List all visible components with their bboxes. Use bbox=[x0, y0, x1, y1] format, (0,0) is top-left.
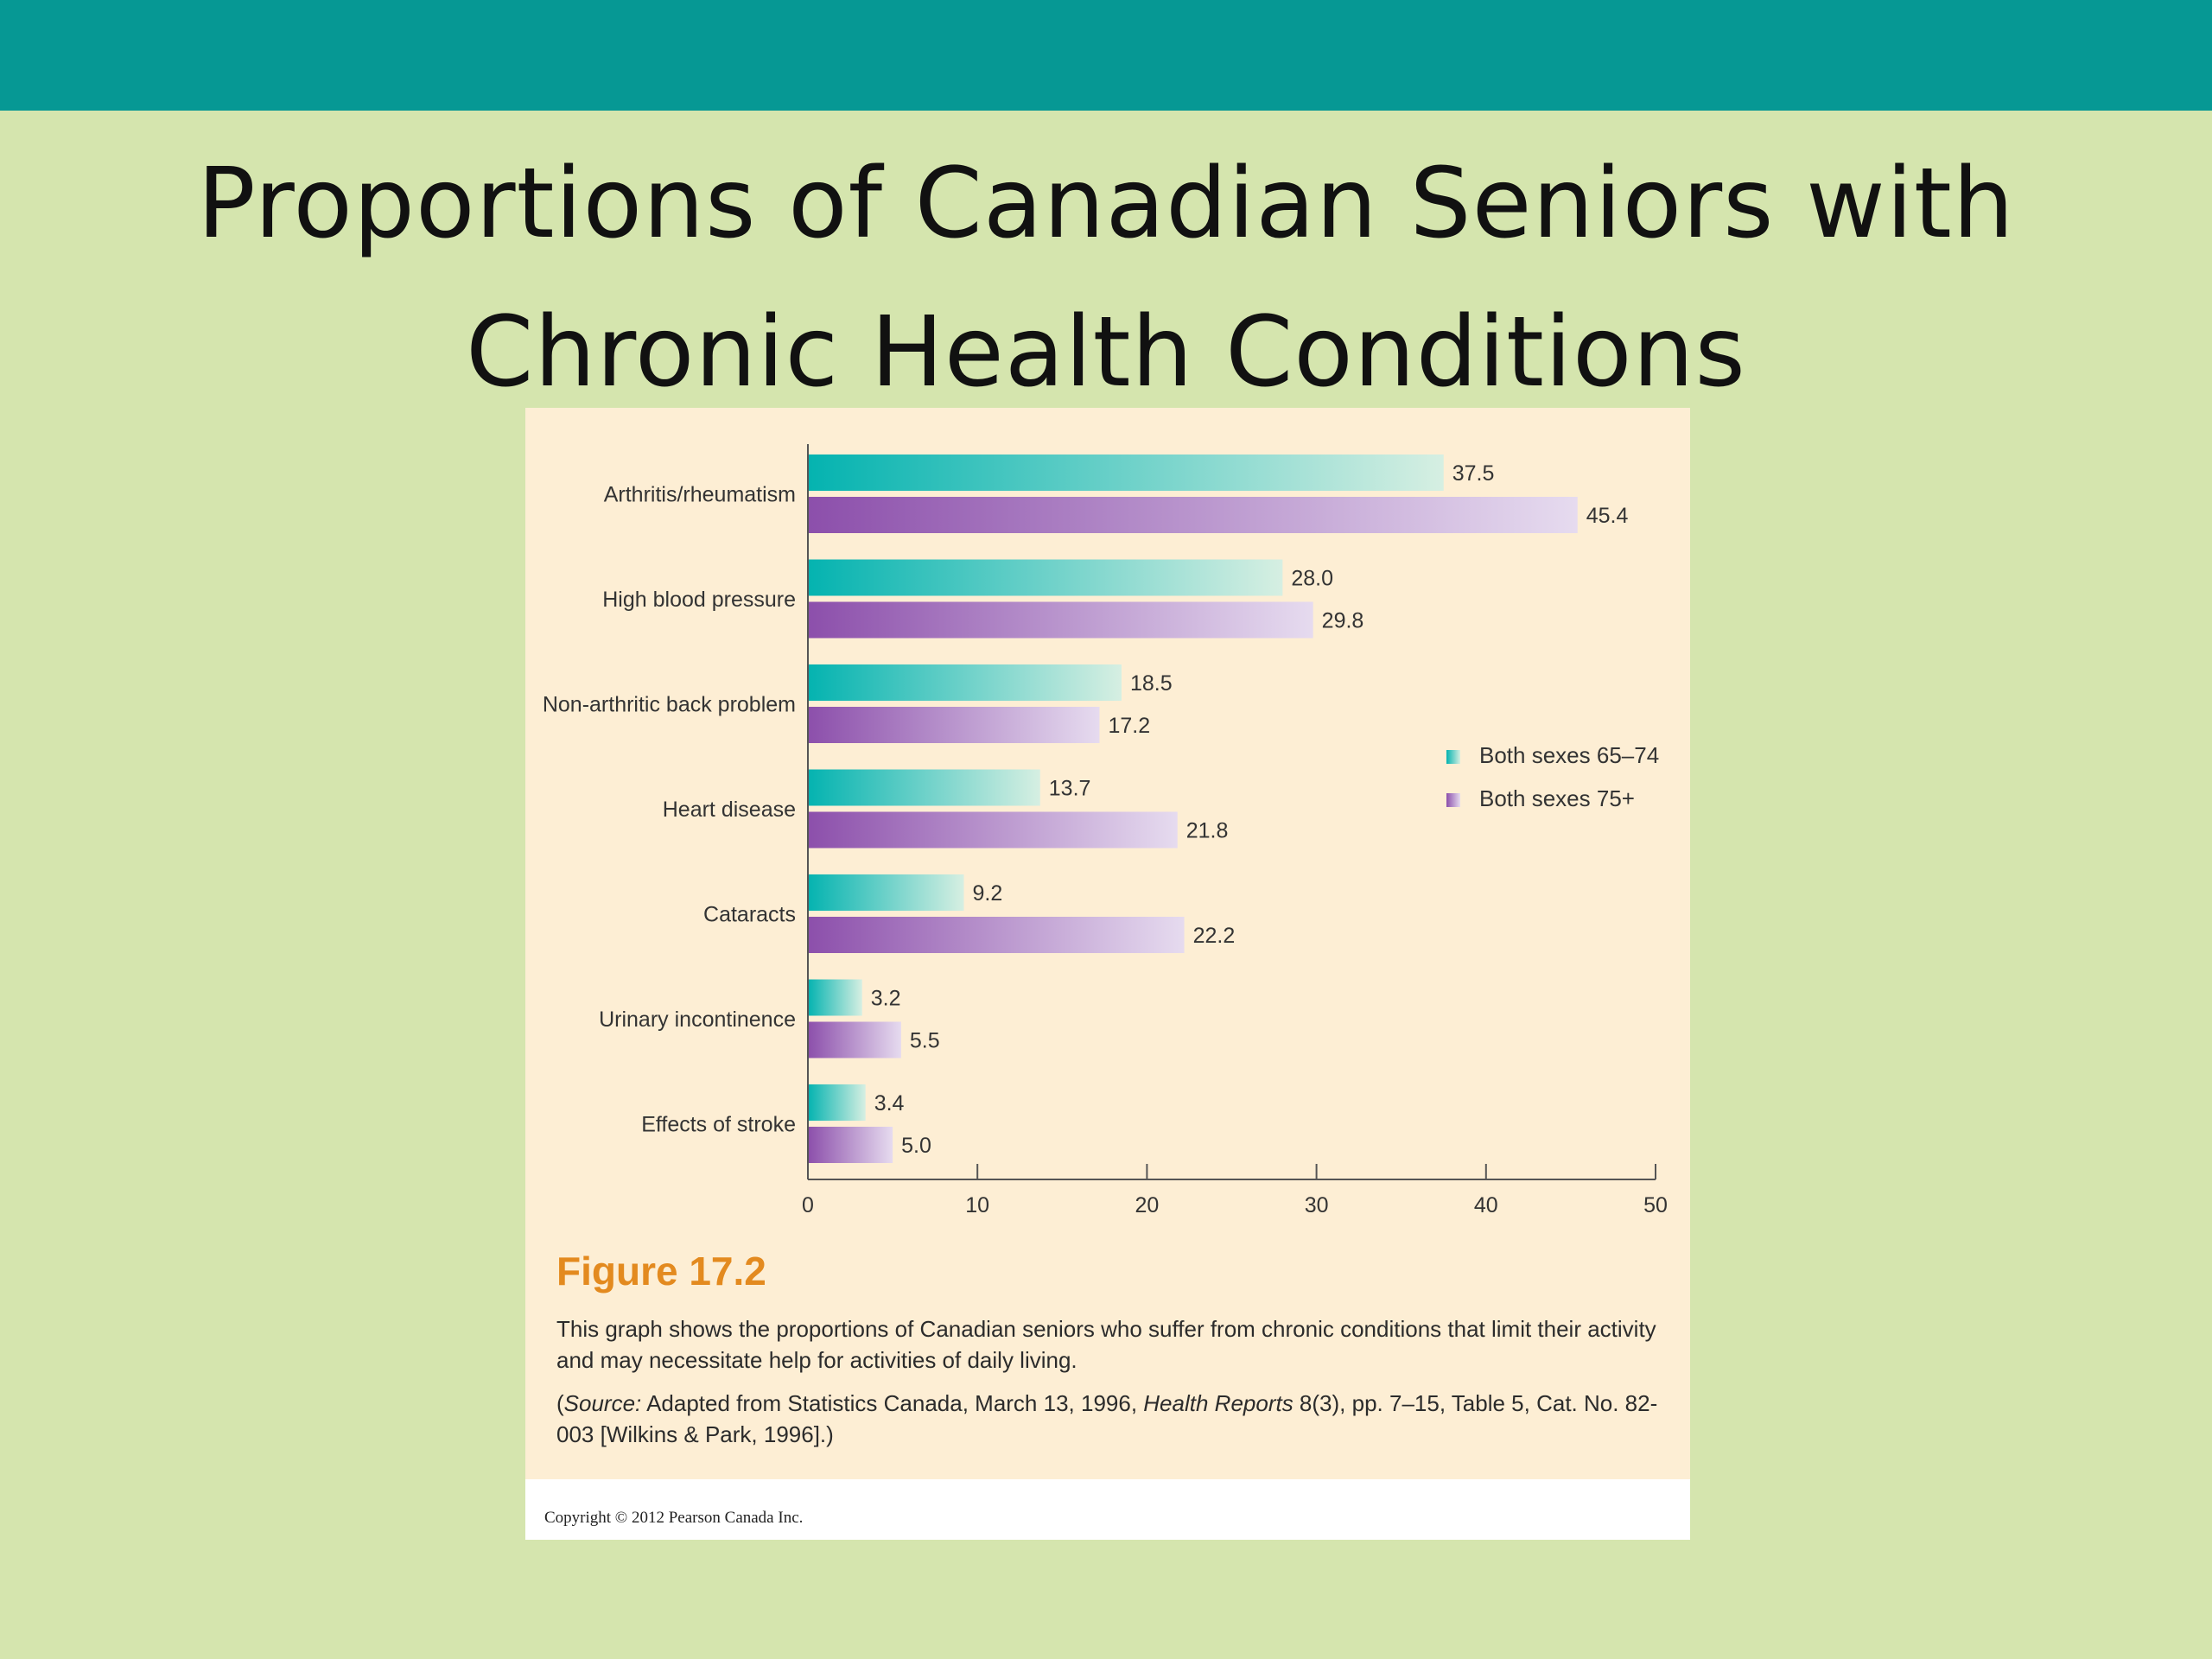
legend-swatch bbox=[1446, 793, 1460, 807]
bar-value-label: 17.2 bbox=[1108, 714, 1150, 738]
bar-series-75-plus bbox=[808, 1021, 901, 1058]
bar-value-label: 21.8 bbox=[1186, 819, 1229, 843]
bar-value-label: 9.2 bbox=[973, 881, 1003, 906]
bar-series-75-plus bbox=[808, 707, 1100, 743]
x-tick-label: 10 bbox=[965, 1193, 989, 1217]
figure-label: Figure 17.2 bbox=[556, 1249, 766, 1294]
bar-series-75-plus bbox=[808, 601, 1313, 639]
bar-value-label: 45.4 bbox=[1586, 504, 1629, 528]
x-tick-label: 40 bbox=[1474, 1193, 1498, 1217]
bar-series-65-74 bbox=[808, 664, 1122, 701]
bar-series-75-plus bbox=[808, 917, 1185, 953]
x-tick-label: 30 bbox=[1305, 1193, 1329, 1217]
bar-chart: 37.5 45.4 Arthritis/rheumatism 28.0 29.8 High… bbox=[543, 444, 1668, 1217]
source-journal: Health Reports bbox=[1143, 1390, 1294, 1416]
bar-value-label: 3.2 bbox=[871, 987, 901, 1011]
bar-series-75-plus bbox=[808, 1127, 893, 1163]
slide-title: Proportions of Canadian Seniors with Chr… bbox=[197, 148, 2015, 409]
source-word: Source: bbox=[563, 1390, 642, 1416]
bar-series-65-74 bbox=[808, 1084, 866, 1121]
bar-value-label: 28.0 bbox=[1291, 567, 1333, 591]
bar-value-label: 3.4 bbox=[874, 1091, 905, 1116]
bar-series-65-74 bbox=[808, 874, 964, 911]
category-label: Cataracts bbox=[703, 903, 796, 927]
category-label: High blood pressure bbox=[602, 588, 796, 612]
bar-value-label: 5.0 bbox=[901, 1134, 931, 1158]
header-band bbox=[0, 0, 2212, 111]
category-label: Effects of stroke bbox=[641, 1113, 796, 1137]
bar-value-label: 5.5 bbox=[910, 1029, 940, 1053]
figure-card: 37.5 45.4 Arthritis/rheumatism 28.0 29.8 High… bbox=[525, 408, 1690, 1540]
x-tick-label: 0 bbox=[802, 1193, 814, 1217]
bar-series-65-74 bbox=[808, 769, 1040, 806]
x-tick-label: 50 bbox=[1643, 1193, 1668, 1217]
source-open: ( bbox=[556, 1390, 564, 1416]
category-label: Urinary incontinence bbox=[599, 1007, 796, 1032]
bar-series-65-74 bbox=[808, 454, 1444, 491]
legend-swatch bbox=[1446, 750, 1460, 764]
figure-source: (Source: Adapted from Statistics Canada,… bbox=[556, 1388, 1662, 1450]
source-text-1: Adapted from Statistics Canada, March 13… bbox=[641, 1390, 1144, 1416]
legend-label: Both sexes 65–74 bbox=[1479, 742, 1659, 768]
bar-series-75-plus bbox=[808, 811, 1178, 849]
bar-value-label: 13.7 bbox=[1049, 777, 1091, 801]
bar-value-label: 37.5 bbox=[1452, 461, 1495, 486]
bar-series-65-74 bbox=[808, 979, 862, 1016]
bar-value-label: 18.5 bbox=[1130, 671, 1173, 696]
bar-value-label: 22.2 bbox=[1193, 924, 1236, 948]
copyright-text: Copyright © 2012 Pearson Canada Inc. bbox=[544, 1509, 804, 1527]
category-label: Non-arthritic back problem bbox=[543, 693, 796, 717]
category-label: Heart disease bbox=[663, 798, 796, 822]
category-label: Arthritis/rheumatism bbox=[604, 483, 796, 507]
legend-label: Both sexes 75+ bbox=[1479, 785, 1635, 811]
x-tick-label: 20 bbox=[1135, 1193, 1159, 1217]
bar-series-65-74 bbox=[808, 559, 1283, 596]
figure-footer: Copyright © 2012 Pearson Canada Inc. bbox=[525, 1479, 1690, 1540]
source-text-2: 8(3), pp. 7–15, Table 5, Cat. No. 82-003… bbox=[556, 1390, 1658, 1447]
figure-caption: This graph shows the proportions of Cana… bbox=[556, 1316, 1656, 1373]
bar-value-label: 29.8 bbox=[1322, 609, 1364, 633]
bar-series-75-plus bbox=[808, 497, 1578, 533]
